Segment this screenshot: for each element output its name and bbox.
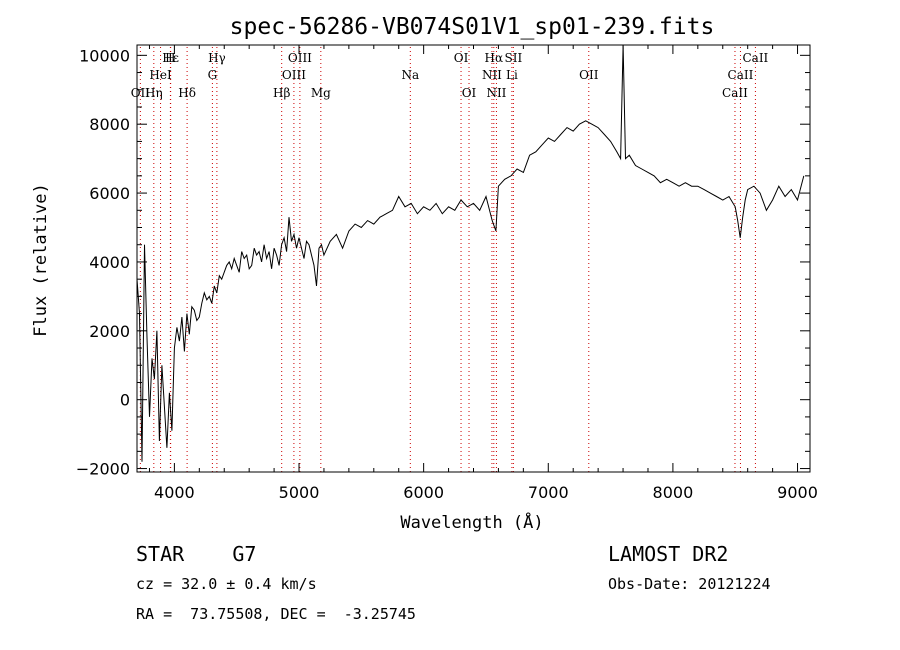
x-tick-label: 9000 — [777, 483, 818, 502]
line-label: OI — [454, 51, 469, 65]
survey-name: LAMOST DR2 — [608, 542, 729, 566]
line-label: Hδ — [178, 86, 196, 100]
x-tick-label: 4000 — [154, 483, 195, 502]
spectrum-line — [136, 44, 805, 462]
object-class: STAR G7 — [136, 542, 257, 566]
line-label: CaII — [722, 86, 748, 100]
y-tick-label: 0 — [120, 391, 130, 410]
line-label: OII — [131, 86, 151, 100]
line-label: OIII — [282, 68, 306, 82]
radec-text: RA = 73.75508, DEC = -3.25745 — [136, 605, 416, 623]
y-tick-label: 4000 — [89, 253, 130, 272]
x-tick-label: 7000 — [528, 483, 569, 502]
plot-frame — [136, 44, 811, 473]
line-label: Hβ — [273, 86, 290, 100]
line-label: SII — [505, 51, 523, 65]
reference-lines — [139, 47, 756, 472]
line-label: Li — [506, 68, 518, 82]
x-tick-label: 8000 — [653, 483, 694, 502]
line-label: HeI — [149, 68, 172, 82]
line-label: NII — [482, 68, 502, 82]
line-label: CaII — [742, 51, 768, 65]
line-label: Hη — [145, 86, 163, 100]
line-label: H — [165, 51, 175, 65]
y-tick-label: 6000 — [89, 184, 130, 203]
line-label: Hγ — [208, 51, 226, 65]
obs-date: Obs-Date: 20121224 — [608, 575, 771, 593]
x-tick-label: 5000 — [279, 483, 320, 502]
line-label: CaII — [728, 68, 754, 82]
x-tick-label: 6000 — [403, 483, 444, 502]
line-label: NII — [486, 86, 506, 100]
line-label: OI — [462, 86, 477, 100]
line-label: Na — [401, 68, 419, 82]
line-label: G — [208, 68, 218, 82]
y-tick-label: −2000 — [76, 460, 130, 479]
line-label: OII — [579, 68, 599, 82]
y-tick-label: 8000 — [89, 115, 130, 134]
y-tick-label: 2000 — [89, 322, 130, 341]
redshift-text: cz = 32.0 ± 0.4 km/s — [136, 575, 317, 593]
y-axis: −2000 0 2000 4000 6000 8000 10000 — [76, 46, 810, 479]
line-label: Mg — [311, 86, 331, 100]
chart-title: spec-56286-VB074S01V1_sp01-239.fits — [230, 14, 715, 40]
y-tick-label: 10000 — [79, 46, 130, 65]
line-label: Hα — [485, 51, 504, 65]
x-axis: 4000 5000 6000 7000 8000 9000 — [148, 45, 818, 502]
y-axis-label: Flux (relative) — [31, 183, 51, 337]
x-axis-label: Wavelength (Å) — [400, 511, 543, 533]
line-label: Hε — [162, 51, 179, 65]
line-label: OIII — [288, 51, 312, 65]
